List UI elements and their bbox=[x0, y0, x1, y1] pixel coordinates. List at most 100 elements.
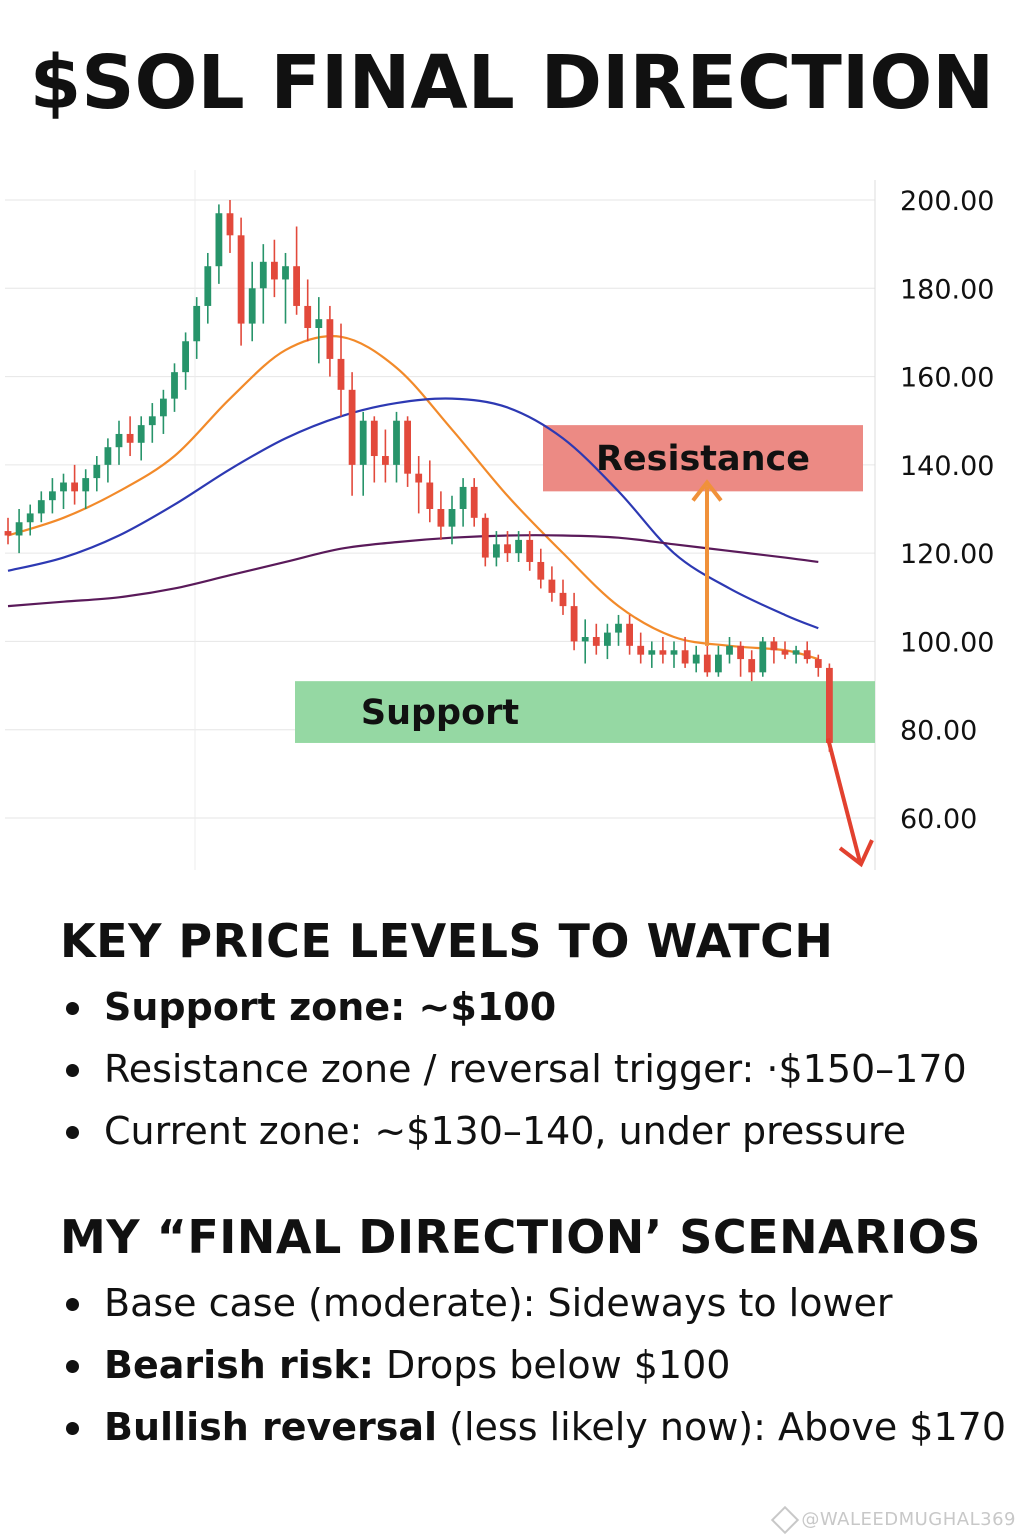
candle-body bbox=[781, 650, 789, 655]
candle bbox=[126, 416, 134, 457]
candle bbox=[692, 645, 700, 673]
candle-body bbox=[814, 659, 822, 668]
candle bbox=[293, 226, 300, 315]
candle-body bbox=[826, 667, 833, 743]
candle bbox=[459, 478, 467, 527]
candle-body bbox=[82, 478, 90, 492]
scenarios-section: MY “FINAL DIRECTION’ SCENARIOS Base case… bbox=[60, 1208, 1010, 1458]
y-tick-label: 180.00 bbox=[900, 274, 994, 305]
candle-body bbox=[659, 650, 667, 655]
candle-body bbox=[126, 433, 134, 443]
candle bbox=[448, 495, 456, 545]
candle bbox=[304, 279, 312, 342]
candle bbox=[615, 614, 622, 646]
candle bbox=[160, 389, 167, 434]
candle bbox=[559, 579, 567, 615]
candle-body bbox=[226, 213, 234, 236]
candle bbox=[659, 637, 667, 664]
candle bbox=[93, 456, 101, 492]
candle-body bbox=[770, 641, 778, 651]
support-label: Support bbox=[361, 693, 519, 733]
candle bbox=[548, 566, 556, 602]
candle bbox=[726, 637, 733, 664]
candle-body bbox=[215, 213, 223, 267]
list-item-bearish: Bearish risk: Drops below $100 bbox=[60, 1334, 1010, 1396]
candle-body bbox=[115, 433, 123, 448]
item-value: Sideways to lower bbox=[535, 1281, 893, 1325]
candle-body bbox=[570, 606, 578, 642]
item-label: Base case (moderate): bbox=[104, 1281, 536, 1325]
candle bbox=[226, 200, 234, 253]
candle bbox=[337, 323, 345, 417]
candle bbox=[470, 478, 478, 527]
candle bbox=[537, 548, 545, 589]
grid-lines bbox=[5, 170, 876, 870]
zone-labels: Resistance Support bbox=[361, 439, 810, 733]
candle-body bbox=[515, 539, 522, 554]
candle-body bbox=[259, 261, 267, 289]
candle-body bbox=[726, 645, 733, 655]
candle-body bbox=[304, 305, 312, 329]
candle-body bbox=[248, 288, 256, 324]
candle-body bbox=[637, 645, 645, 655]
candle bbox=[26, 504, 34, 536]
candle bbox=[359, 411, 367, 496]
y-tick-label: 100.00 bbox=[900, 627, 994, 658]
price-zones bbox=[295, 425, 875, 743]
candle bbox=[4, 517, 12, 545]
item-label: Bullish reversal bbox=[104, 1405, 438, 1449]
candle bbox=[348, 372, 356, 496]
candle bbox=[315, 297, 323, 364]
candle-body bbox=[382, 456, 389, 465]
candle-body bbox=[459, 486, 467, 509]
candle bbox=[104, 438, 112, 483]
candle-body bbox=[237, 235, 245, 324]
candle-body bbox=[93, 464, 101, 479]
candle-body bbox=[493, 544, 500, 558]
candle bbox=[60, 473, 67, 509]
candle-body bbox=[526, 539, 534, 562]
y-tick-label: 160.00 bbox=[900, 363, 994, 394]
list-item-current: Current zone: ~$130–140, under pressure bbox=[60, 1100, 1010, 1162]
candle-body bbox=[559, 592, 567, 607]
ma-line-slow bbox=[7, 534, 819, 608]
candle bbox=[415, 456, 423, 514]
candle-body bbox=[282, 266, 289, 280]
logo-icon bbox=[771, 1505, 800, 1534]
candle-body bbox=[437, 509, 445, 527]
candle-body bbox=[182, 341, 189, 373]
candle-body bbox=[692, 654, 700, 664]
candle bbox=[759, 637, 767, 677]
chart-title: $SOL FINAL DIRECTION bbox=[29, 40, 995, 126]
support-zone bbox=[295, 681, 875, 743]
candle-body bbox=[615, 623, 622, 633]
candle-body bbox=[348, 389, 356, 465]
item-label: Support zone: bbox=[104, 985, 406, 1029]
y-tick-label: 80.00 bbox=[900, 716, 977, 747]
moving-averages bbox=[7, 335, 819, 661]
candle-body bbox=[271, 261, 278, 280]
candle-body bbox=[148, 416, 156, 426]
candle-body bbox=[104, 447, 112, 465]
candle bbox=[15, 509, 23, 554]
candle bbox=[248, 261, 256, 342]
breakdown-arrow-head bbox=[838, 839, 874, 868]
item-value: ~$130–140, under pressure bbox=[362, 1109, 907, 1153]
candle-body bbox=[393, 420, 400, 465]
item-value: ·$150–170 bbox=[754, 1047, 967, 1091]
key-levels-heading: KEY PRICE LEVELS TO WATCH bbox=[60, 914, 834, 968]
candle bbox=[71, 464, 78, 505]
candle bbox=[770, 637, 778, 664]
candle-body bbox=[604, 632, 611, 646]
watermark: @WALEEDMUGHAL369 bbox=[771, 1505, 1016, 1534]
candle-body bbox=[581, 637, 589, 642]
candle bbox=[426, 460, 434, 523]
candle bbox=[748, 650, 756, 682]
candle-body bbox=[759, 641, 767, 673]
resistance-label: Resistance bbox=[596, 439, 810, 479]
item-value: (less likely now): Above $170 bbox=[437, 1405, 1007, 1449]
candle bbox=[781, 641, 789, 660]
candle-body bbox=[337, 358, 345, 390]
candle-body bbox=[293, 266, 300, 306]
candle-body bbox=[648, 650, 656, 655]
